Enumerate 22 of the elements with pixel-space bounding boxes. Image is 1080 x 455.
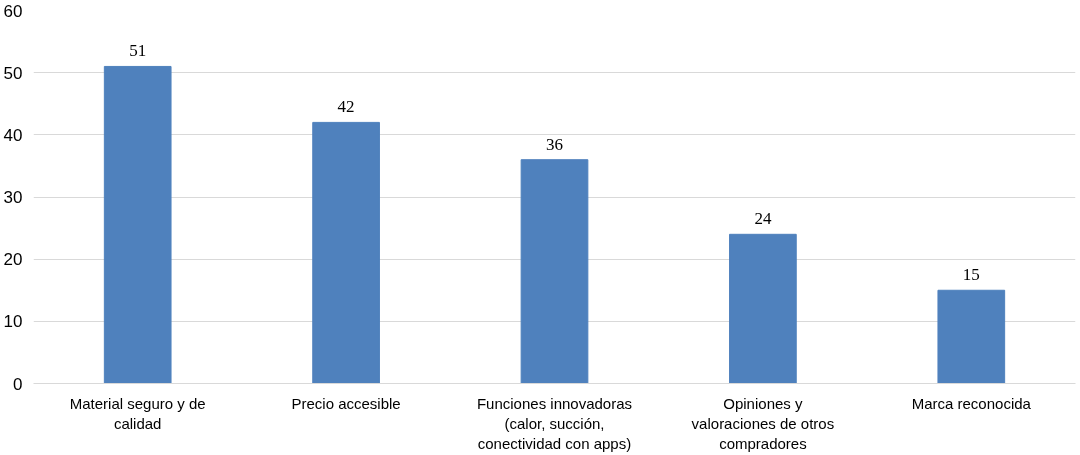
y-tick-label: 30 [3, 188, 23, 207]
y-tick-label: 20 [3, 250, 23, 270]
x-tick-label: Material seguro y de calidad [69, 394, 206, 432]
bar [312, 121, 380, 384]
data-label: 42 [337, 97, 355, 117]
y-tick-label: 40 [3, 125, 23, 145]
bar [520, 159, 589, 384]
data-label: 15 [962, 265, 980, 285]
data-label: 36 [546, 134, 563, 154]
y-tick-label: 0 [13, 374, 23, 394]
y-tick-label: 10 [3, 312, 23, 332]
y-tick-label: 60 [3, 1, 23, 21]
x-tick-label: Opiniones y valoraciones de otros compradores [691, 394, 835, 453]
data-label: 51 [129, 41, 147, 61]
x-tick-label: Funciones innovadoras (calor, succión, conectividad con apps) [476, 394, 633, 453]
x-tick-label: Marca reconocida [911, 394, 1032, 412]
bar [729, 233, 797, 384]
x-tick-label: Precio accesible [291, 394, 401, 412]
bar [937, 289, 1006, 384]
y-tick-label: 50 [3, 63, 23, 83]
bar [103, 65, 172, 384]
data-label: 24 [754, 209, 772, 229]
